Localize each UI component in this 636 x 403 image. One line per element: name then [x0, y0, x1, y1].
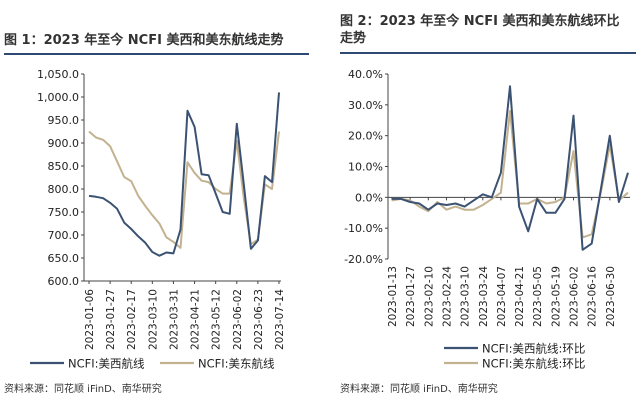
- x-tick-label: 2023-05-05: [532, 266, 544, 327]
- x-tick-label: 2023-01-13: [387, 266, 399, 327]
- x-tick-label: 2023-05-12: [211, 289, 223, 350]
- left-line-chart: 600.0 650.0 700.0 750.0 800.0 850.0 900.0 950.0…: [30, 68, 286, 371]
- y-tick-label: 0.0%: [355, 191, 383, 204]
- chart-source: 资料来源：同花顺 iFinD、南华研究: [340, 384, 498, 395]
- title-underline: [4, 53, 309, 55]
- legend-label: NCFI:美西航线:环比: [482, 342, 585, 356]
- y-tick-label: 950.0: [48, 114, 80, 127]
- y-tick-label: 650.0: [48, 252, 80, 265]
- chart-source: 资料来源：同花顺 iFinD、南华研究: [4, 384, 162, 395]
- chart-title: 图 2：2023 年至今 NCFI 美西和美东航线环比走势: [340, 14, 620, 46]
- y-tick-label: 10.0%: [348, 161, 383, 174]
- left-chart-panel: 图 1：2023 年至今 NCFI 美西和美东航线走势 600.0 650.0 70…: [4, 33, 309, 395]
- x-tick-label: 2023-03-24: [478, 266, 490, 327]
- x-tick-label: 2023-02-10: [423, 266, 435, 327]
- right-chart-panel: 图 2：2023 年至今 NCFI 美西和美东航线环比走势 -20.0% -10.…: [336, 0, 636, 403]
- y-tick-label: 750.0: [48, 206, 80, 219]
- x-tick-label: 2023-06-16: [587, 266, 599, 327]
- title-underline: [340, 52, 636, 54]
- x-tick-label: 2023-06-02: [569, 266, 581, 327]
- y-tick-label: 700.0: [48, 229, 80, 242]
- y-tick-label: 40.0%: [348, 68, 383, 81]
- x-tick-label: 2023-04-21: [514, 266, 526, 327]
- series-line-2: [391, 110, 629, 239]
- x-tick-label: 2023-06-02: [232, 289, 244, 350]
- y-tick-label: 30.0%: [348, 99, 383, 112]
- y-tick-label: 1,000.0: [37, 91, 79, 104]
- y-tick-label: -10.0%: [344, 222, 383, 235]
- right-line-chart: -20.0% -10.0% 0.0% 10.0% 20.0% 30.0% 40.0% 2023…: [344, 68, 630, 371]
- legend-label: NCFI:美东航线:环比: [482, 357, 585, 371]
- y-tick-label: 800.0: [48, 183, 80, 196]
- y-tick-label: 900.0: [48, 137, 80, 150]
- legend-label: NCFI:美东航线: [198, 357, 275, 371]
- x-tick-label: 2023-02-17: [126, 289, 138, 350]
- legend-label: NCFI:美西航线: [68, 357, 145, 371]
- x-tick-label: 2023-07-14: [274, 289, 286, 350]
- y-tick-label: 850.0: [48, 160, 80, 173]
- x-tick-label: 2023-01-06: [84, 289, 96, 350]
- x-tick-label: 2023-03-10: [147, 289, 159, 350]
- y-tick-label: 1,050.0: [37, 68, 79, 81]
- x-tick-label: 2023-06-23: [253, 289, 265, 350]
- x-tick-label: 2023-06-30: [605, 266, 617, 327]
- series-line-1: [88, 92, 280, 257]
- x-tick-label: 2023-01-27: [405, 266, 417, 327]
- x-tick-label: 2023-04-07: [496, 266, 508, 327]
- x-tick-label: 2023-04-21: [190, 289, 202, 350]
- x-tick-label: 2023-03-31: [168, 289, 180, 350]
- y-tick-label: 20.0%: [348, 130, 383, 143]
- series-line-2: [88, 130, 280, 249]
- y-tick-label: 600.0: [48, 275, 80, 288]
- x-tick-label: 2023-05-19: [550, 266, 562, 327]
- x-tick-label: 2023-02-24: [441, 266, 453, 327]
- x-tick-label: 2023-01-27: [105, 289, 117, 350]
- y-tick-label: -20.0%: [344, 253, 383, 266]
- series-line-1: [392, 85, 629, 251]
- chart-title: 图 1：2023 年至今 NCFI 美西和美东航线走势: [4, 33, 284, 48]
- x-tick-label: 2023-03-10: [460, 266, 472, 327]
